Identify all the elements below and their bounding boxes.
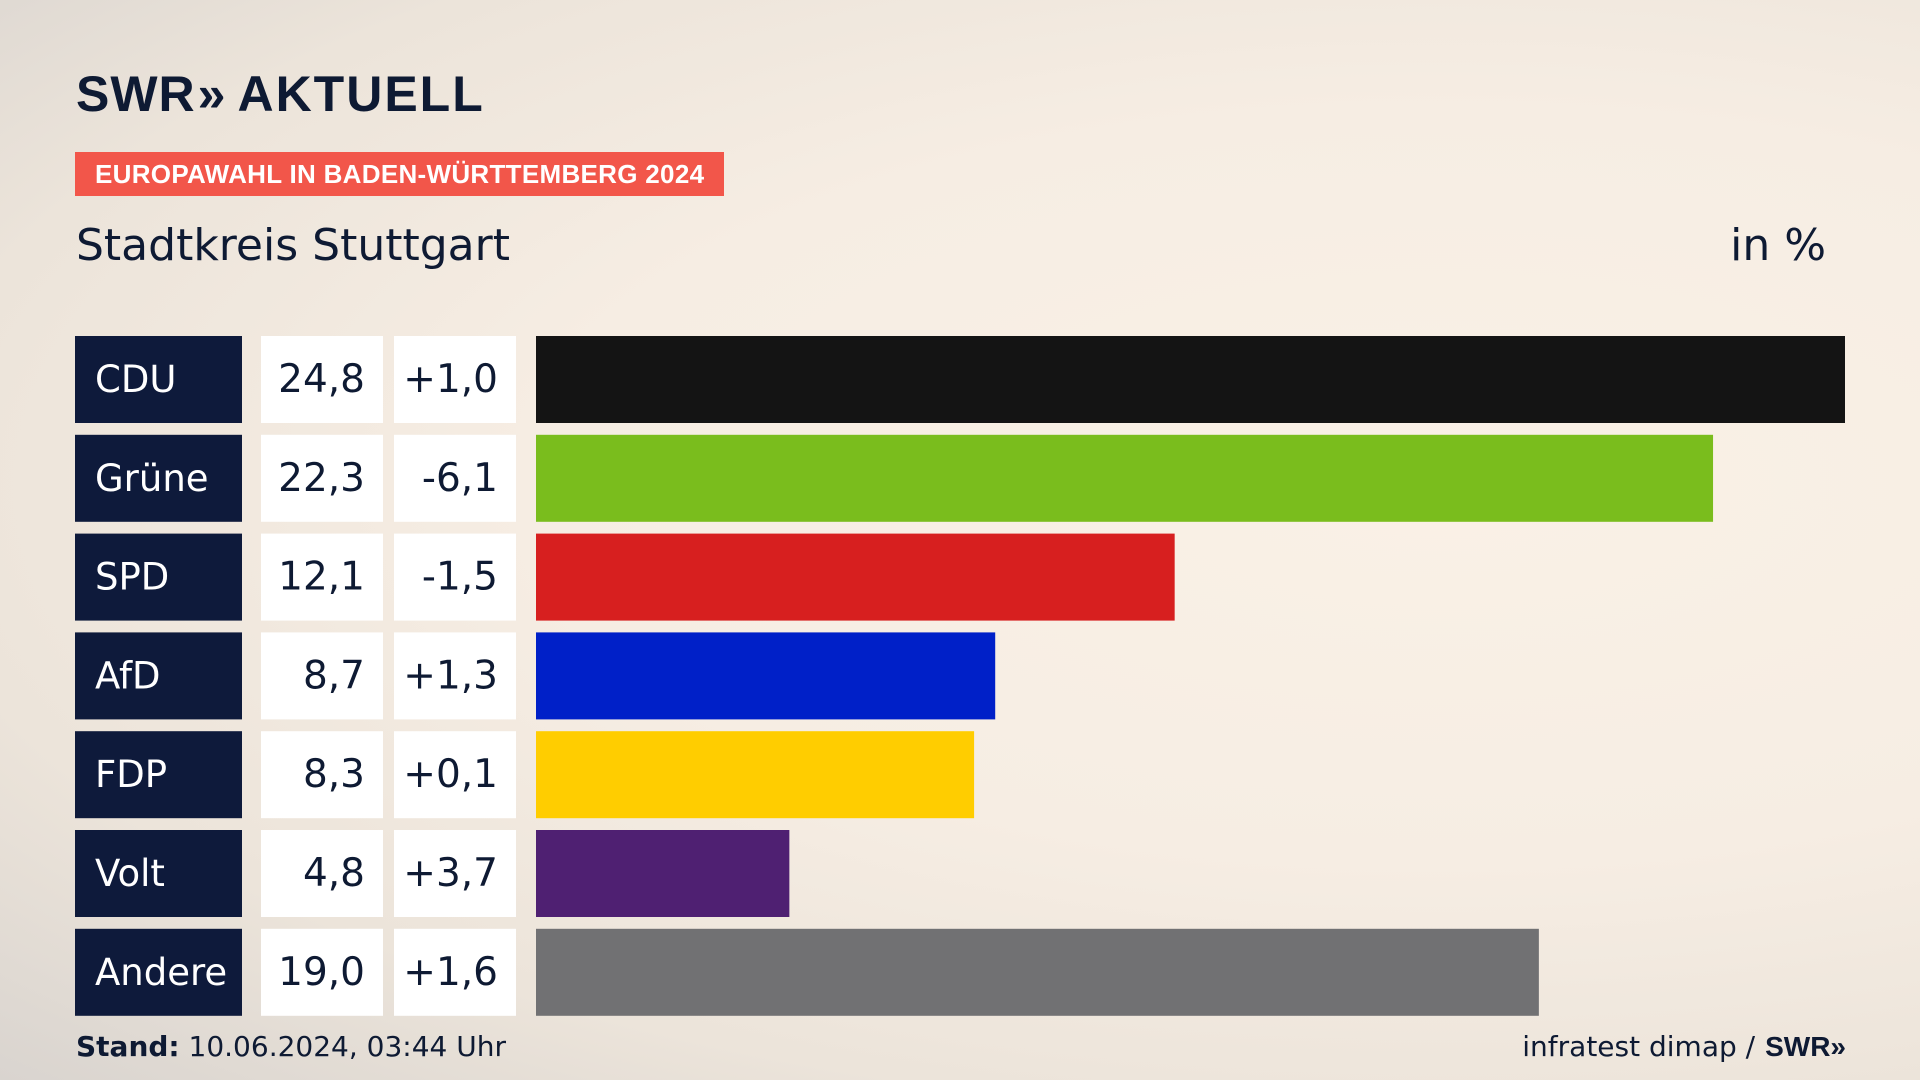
change-box [394, 533, 516, 621]
logo-swr: SWR [76, 66, 196, 122]
party-label: SPD [95, 556, 169, 599]
change-box [394, 632, 516, 720]
party-label-box [75, 830, 242, 917]
value-box [261, 434, 383, 522]
change-box [394, 731, 516, 819]
change-label: +1,6 [403, 950, 498, 995]
party-label-box [75, 434, 242, 522]
bar-volt [536, 830, 790, 917]
value-label: 12,1 [278, 555, 365, 600]
logo-aktuell: AKTUELL [237, 66, 485, 122]
timestamp: Stand: 10.06.2024, 03:44 Uhr [76, 1030, 506, 1063]
value-label: 22,3 [278, 456, 365, 501]
party-label-box [75, 533, 242, 621]
value-label: 19,0 [278, 950, 365, 995]
change-label: +0,1 [403, 752, 498, 797]
value-box [261, 533, 383, 621]
chart-title: Stadtkreis Stuttgart [76, 220, 510, 271]
change-label: +1,3 [403, 653, 498, 698]
swr-aktuell-logo: SWR » AKTUELL [76, 64, 485, 124]
value-label: 24,8 [278, 357, 365, 402]
party-label: AfD [95, 654, 161, 697]
change-box [394, 830, 516, 917]
party-label-box [75, 928, 242, 1016]
party-label: Andere [95, 951, 227, 994]
value-box [261, 928, 383, 1016]
bar-andere [536, 928, 1539, 1016]
change-label: -6,1 [422, 456, 498, 501]
value-label: 4,8 [303, 851, 365, 896]
mini-logo-text: SWR [1765, 1030, 1831, 1062]
value-box [261, 830, 383, 917]
party-label: CDU [95, 358, 176, 401]
party-label: Volt [95, 852, 165, 895]
double-chevron-icon: » [1830, 1030, 1846, 1062]
bar-cdu [536, 336, 1845, 423]
source-credit: infratest dimap / SWR» [1522, 1030, 1846, 1063]
bar-grüne [536, 434, 1714, 522]
change-label: -1,5 [422, 555, 498, 600]
election-tag: EUROPAWAHL IN BADEN-WÜRTTEMBERG 2024 [75, 152, 725, 196]
value-label: 8,3 [303, 752, 365, 797]
bar-fdp [536, 731, 975, 819]
stand-label: Stand: [76, 1030, 180, 1063]
source-text: infratest dimap / [1522, 1030, 1756, 1063]
change-box [394, 928, 516, 1016]
party-label: Grüne [95, 457, 209, 500]
change-label: +3,7 [403, 851, 498, 896]
change-box [394, 434, 516, 522]
value-box [261, 731, 383, 819]
stand-value: 10.06.2024, 03:44 Uhr [188, 1030, 506, 1063]
change-box [394, 336, 516, 423]
party-label-box [75, 632, 242, 720]
change-label: +1,0 [403, 357, 498, 402]
party-label-box [75, 731, 242, 819]
party-label: FDP [95, 753, 167, 796]
bar-afd [536, 632, 996, 720]
value-box [261, 336, 383, 423]
unit-label: in % [1730, 220, 1826, 271]
swr-mini-logo: SWR» [1765, 1031, 1846, 1063]
bar-spd [536, 533, 1175, 621]
value-box [261, 632, 383, 720]
value-label: 8,7 [303, 653, 365, 698]
party-label-box [75, 336, 242, 423]
